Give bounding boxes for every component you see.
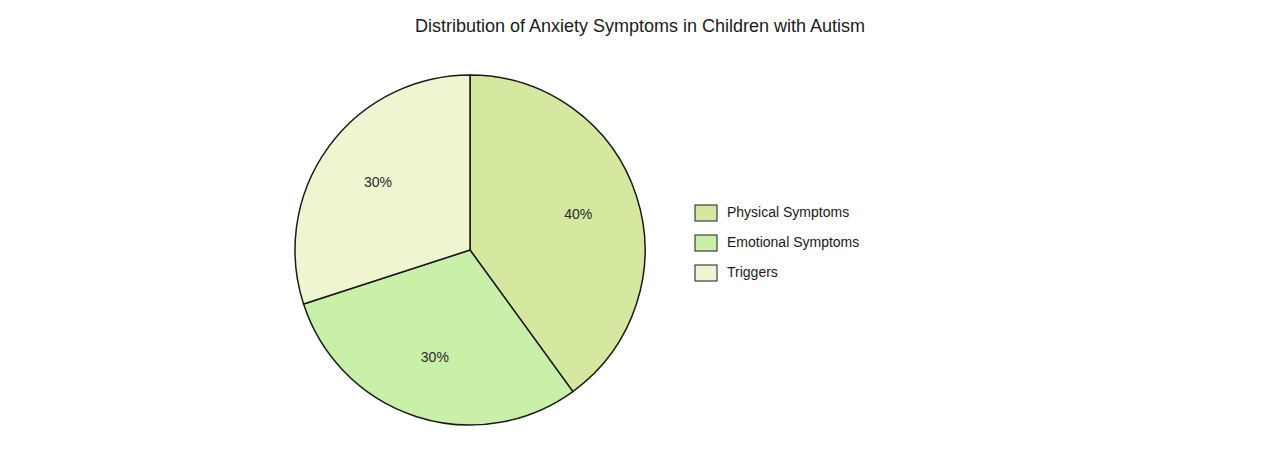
legend: Physical Symptoms Emotional Symptoms Trigg… [695, 204, 859, 281]
chart-root: Distribution of Anxiety Symptoms in Chil… [0, 0, 1280, 450]
legend-label: Emotional Symptoms [727, 234, 859, 250]
legend-swatch [695, 205, 717, 221]
legend-label: Triggers [727, 264, 778, 280]
chart-title: Distribution of Anxiety Symptoms in Chil… [415, 16, 865, 36]
legend-item: Triggers [695, 264, 778, 281]
data-label: 30% [421, 349, 449, 365]
data-label: 40% [564, 206, 592, 222]
data-labels: 40% 30% 30% [364, 174, 592, 365]
data-label: 30% [364, 174, 392, 190]
legend-swatch [695, 235, 717, 251]
legend-swatch [695, 265, 717, 281]
pie [295, 75, 645, 425]
legend-item: Emotional Symptoms [695, 234, 859, 251]
legend-label: Physical Symptoms [727, 204, 849, 220]
legend-item: Physical Symptoms [695, 204, 849, 221]
pie-slice [295, 75, 470, 304]
